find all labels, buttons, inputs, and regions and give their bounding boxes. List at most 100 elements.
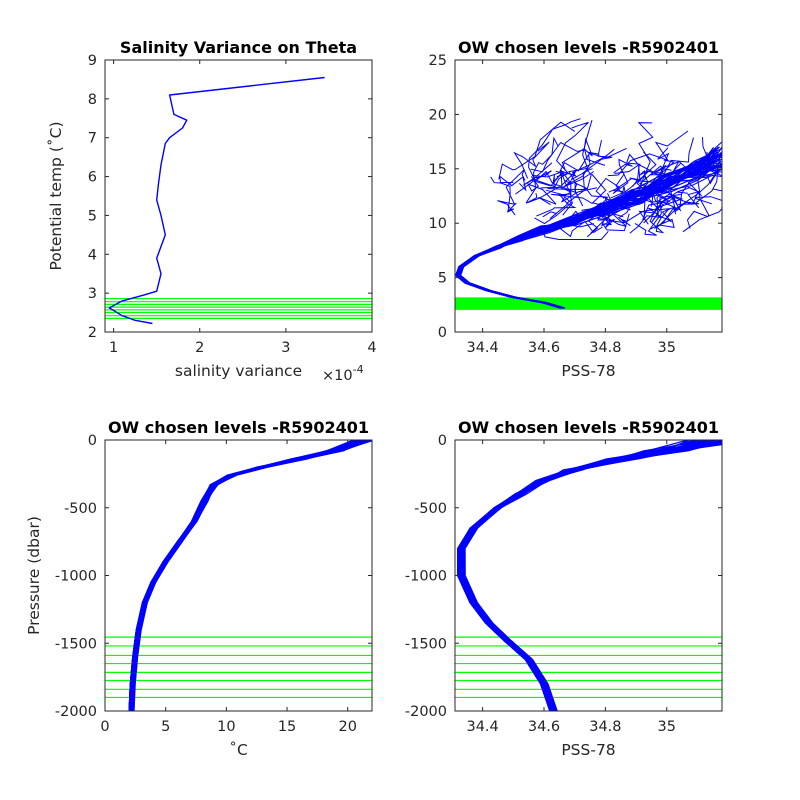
y-tick-label: 5 <box>438 271 447 287</box>
profile-scatter-line <box>562 171 594 216</box>
profile-scatter-line <box>530 141 606 173</box>
plot-area <box>105 440 372 711</box>
y-tick-label: 9 <box>88 53 97 69</box>
profile-line <box>129 440 355 711</box>
profile-scatter-line <box>590 214 615 234</box>
x-axis-label: ˚C <box>229 741 248 759</box>
x-tick-label: 34.4 <box>466 340 498 356</box>
profile-line <box>460 441 722 711</box>
profile-line <box>131 440 366 711</box>
profile-line <box>130 440 360 711</box>
profile-line <box>128 440 363 711</box>
profile-line <box>457 440 718 711</box>
profile-line <box>463 443 722 711</box>
profile-line <box>132 440 372 711</box>
profile-line <box>464 441 722 711</box>
profile-line <box>457 441 722 711</box>
profile-line <box>128 440 354 711</box>
x-tick-label: 1 <box>109 340 118 356</box>
profile-line <box>460 440 715 711</box>
x-tick-label: 34.8 <box>589 719 621 735</box>
profile-scatter-line <box>526 186 572 204</box>
profile-scatter-line <box>643 180 691 224</box>
profile-scatter-line <box>490 175 527 192</box>
profile-scatter-line <box>643 147 670 220</box>
profile-scatter-line <box>581 197 640 211</box>
profile-line <box>108 76 325 325</box>
profile-line <box>460 441 722 711</box>
profile-line <box>457 440 688 711</box>
profile-line <box>459 443 722 711</box>
profile-line <box>460 442 722 711</box>
profile-line <box>132 440 372 711</box>
profile-line <box>461 440 698 711</box>
panel-pressure-salinity: 34.4 34.6 34.8 35 -2000 -1500 -1000 -500 0 OW cho… <box>405 418 723 759</box>
profile-line <box>460 441 722 711</box>
profile-line <box>462 440 703 711</box>
profile-line <box>128 440 360 711</box>
profile-line <box>462 440 699 711</box>
profile-line <box>462 440 710 711</box>
axes-frame <box>104 59 373 333</box>
profile-scatter-line <box>561 155 591 194</box>
plot-area <box>105 76 372 325</box>
profile-line <box>130 440 358 711</box>
axes-frame <box>104 439 373 712</box>
profile-line <box>128 440 363 711</box>
profile-line <box>131 440 357 711</box>
y-tick-label: -500 <box>414 501 447 517</box>
profile-line <box>133 440 369 711</box>
panel-pressure-temperature: 0 5 10 15 20 -2000 -1500 -1000 -500 0 OW chosen le… <box>25 418 373 759</box>
x-tick-label: 35 <box>658 719 676 735</box>
profile-line <box>132 440 366 711</box>
profile-line <box>459 440 722 711</box>
profile-line <box>128 440 367 711</box>
profile-scatter-line <box>695 153 722 204</box>
profile-scatter-line <box>547 139 613 191</box>
y-tick-label: 4 <box>88 247 97 263</box>
profile-line <box>129 440 372 711</box>
profile-line <box>131 440 366 711</box>
profile-line <box>458 440 701 711</box>
profile-line <box>132 440 372 711</box>
profile-line <box>131 440 372 711</box>
axes-frame <box>454 59 723 333</box>
profile-line <box>129 440 369 711</box>
profile-line <box>458 440 722 711</box>
chart-title: OW chosen levels -R5902401 <box>108 418 369 437</box>
y-tick-label: 6 <box>88 170 97 186</box>
y-tick-label: 25 <box>429 53 447 69</box>
plot-area <box>455 118 722 310</box>
profile-scatter-line <box>555 121 589 178</box>
profile-scatter-line <box>659 156 721 226</box>
y-tick-label: -2000 <box>55 704 97 720</box>
profile-line <box>456 163 722 309</box>
x-tick-label: 34.6 <box>528 719 560 735</box>
x-axis-label: PSS-78 <box>561 741 615 759</box>
x-tick-label: 5 <box>161 719 170 735</box>
profile-scatter-line <box>498 121 575 180</box>
profile-scatter-line <box>573 214 599 238</box>
profile-line <box>128 440 362 711</box>
profile-line <box>131 440 372 711</box>
profile-line <box>460 442 722 711</box>
profile-scatter-line <box>540 227 609 240</box>
y-tick-label: 0 <box>438 433 447 449</box>
profile-line <box>458 440 690 711</box>
profile-line <box>461 442 722 711</box>
profile-line <box>132 440 362 711</box>
profile-line <box>459 440 699 711</box>
profile-scatter-line <box>612 158 633 195</box>
x-tick-label: 0 <box>100 719 109 735</box>
profile-scatter-line <box>585 177 621 199</box>
panel-theta-salinity: 34.4 34.6 34.8 35 0 5 10 15 20 25 OW chosen levels… <box>429 38 723 380</box>
profile-line <box>130 440 372 711</box>
plot-area <box>455 440 722 711</box>
y-tick-label: 8 <box>88 92 97 108</box>
chart-title: Salinity Variance on Theta <box>120 38 357 57</box>
profile-line <box>457 442 722 711</box>
profile-line <box>129 440 360 711</box>
y-tick-label: -500 <box>64 501 97 517</box>
profile-scatter-line <box>670 174 722 212</box>
